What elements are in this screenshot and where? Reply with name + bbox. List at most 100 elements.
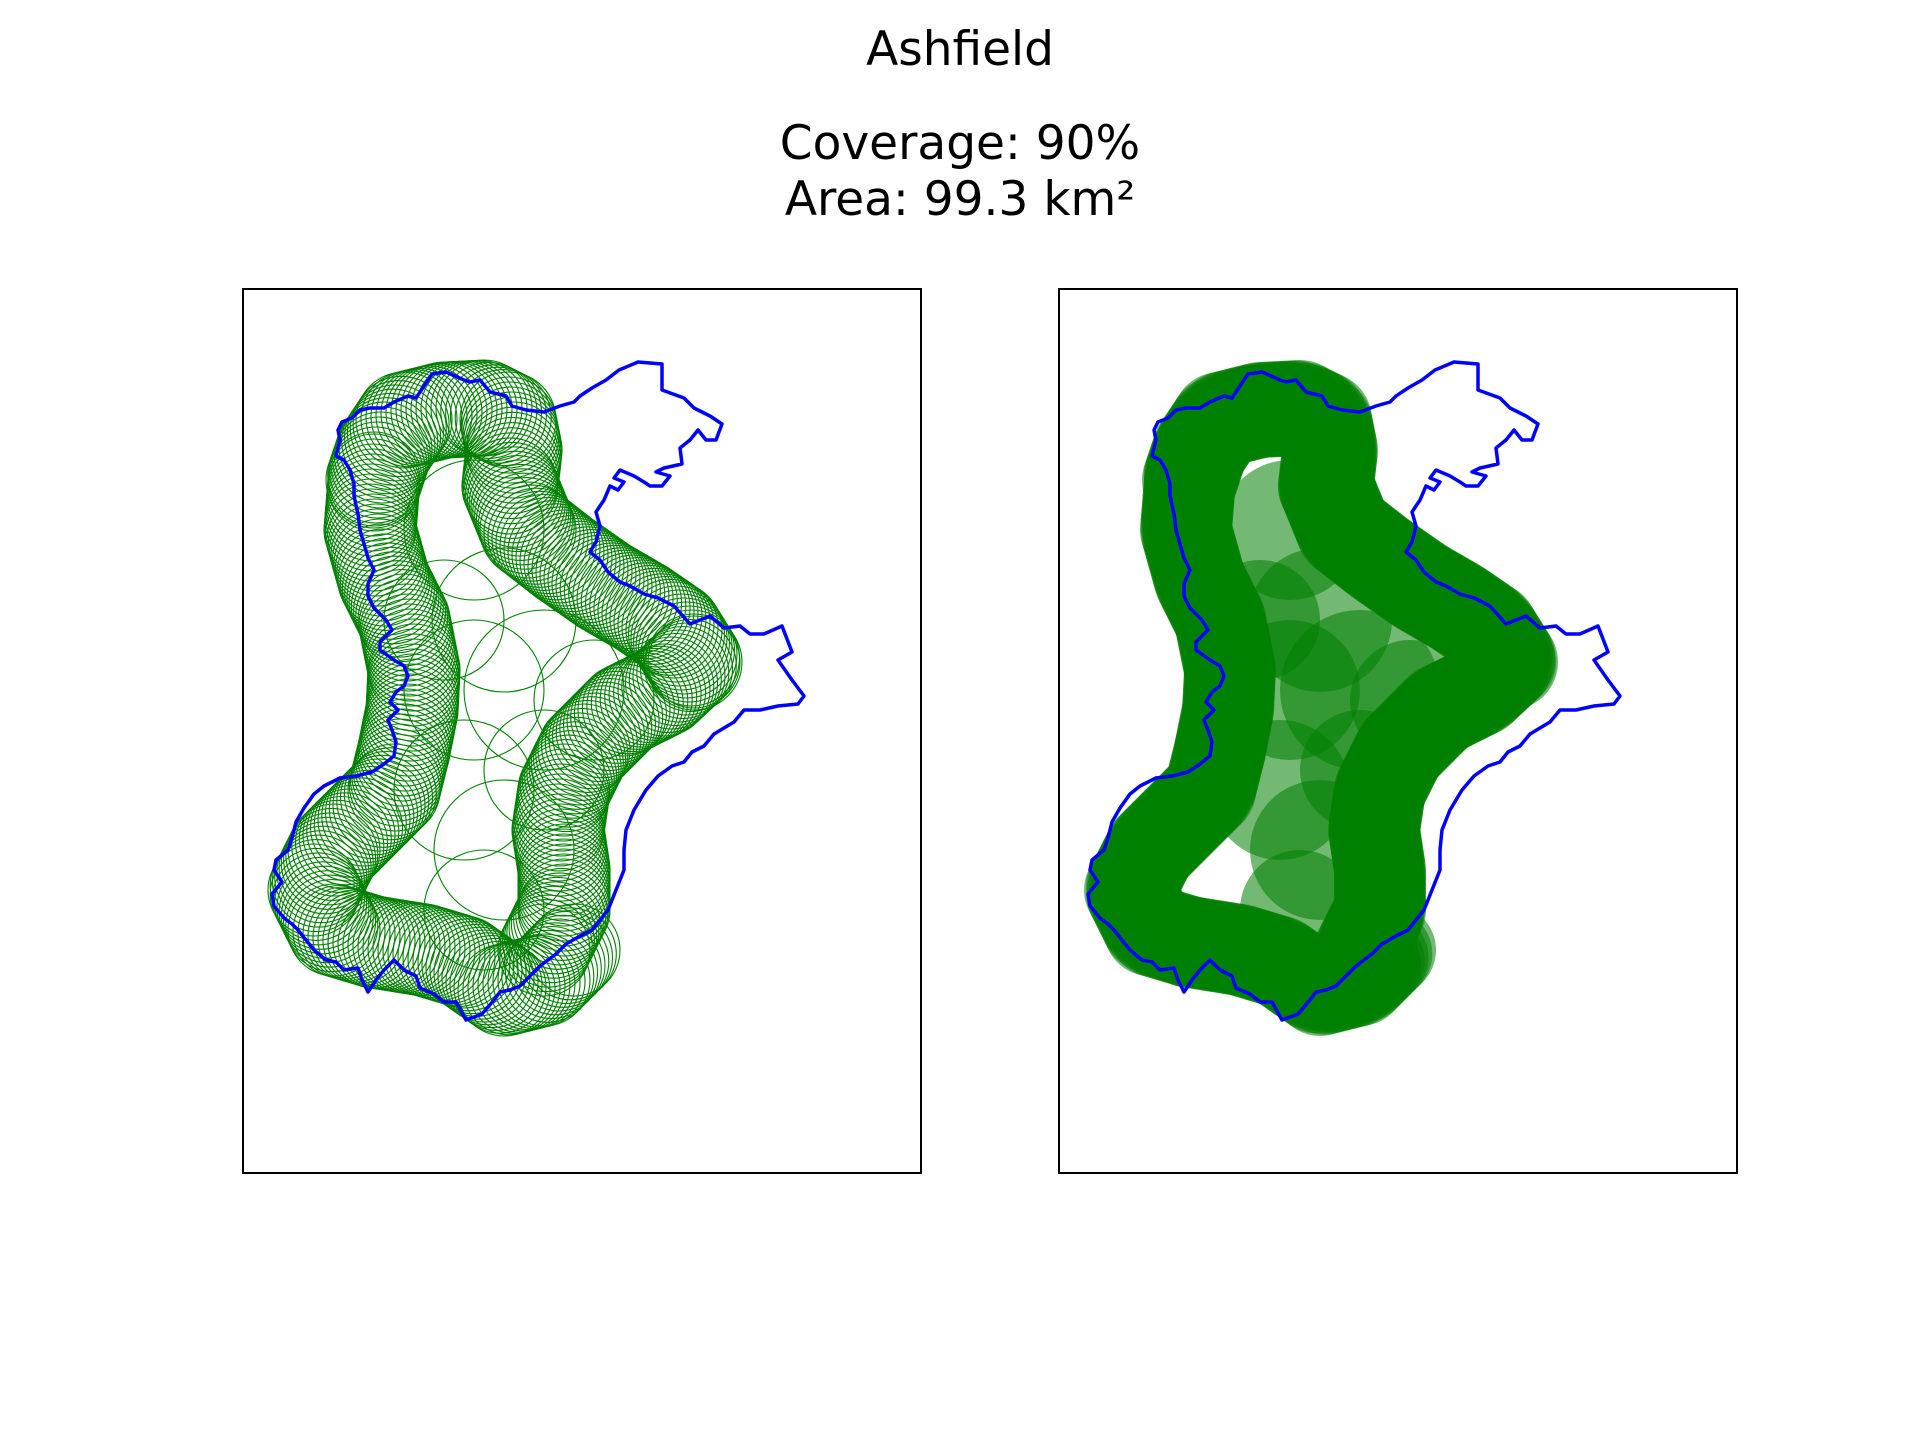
coverage-circle-outline [555, 685, 649, 779]
coverage-circle-outline [355, 569, 449, 663]
coverage-circle-outline [423, 849, 545, 971]
coverage-circle-outline [487, 487, 585, 585]
coverage-circle-fills [1084, 360, 1558, 1036]
coverage-circle-outline [533, 639, 655, 761]
coverage-circle-outline [355, 371, 453, 469]
coverage-circle-outline [563, 542, 661, 640]
coverage-circle-outline [324, 765, 419, 860]
coverage-circle-outline [470, 459, 568, 557]
coverage-filled-map [1084, 360, 1622, 1036]
coverage-circle-outline [501, 894, 595, 988]
coverage-circle-outline [504, 890, 598, 984]
coverage-circle-outline [425, 921, 519, 1015]
coverage-circle-outline [576, 549, 674, 647]
coverage-circle-outline [353, 564, 447, 658]
coverage-circle-outline [483, 709, 605, 831]
figure-title: Ashfield [866, 22, 1054, 77]
coverage-circle-outline [407, 912, 501, 1006]
coverage-circle-outline [441, 932, 535, 1026]
coverage-circle-outline [637, 601, 736, 699]
coverage-circle-outline [336, 754, 430, 848]
coverage-circle-outline [390, 362, 488, 460]
coverage-circle-outline [477, 477, 575, 575]
coverage-circle-outline [535, 707, 629, 801]
district-boundary [270, 360, 806, 1022]
coverage-circle-outline [501, 929, 595, 1023]
coverage-circle-outline [512, 778, 606, 872]
coverage-circle-outline [269, 847, 363, 941]
coverage-circle-outline [544, 696, 638, 790]
coverage-circle-outline [533, 712, 627, 806]
coverage-circle-outlines [267, 359, 743, 1037]
coverage-circle-outline [504, 925, 599, 1020]
coverage-outline-panel [242, 288, 922, 1174]
coverage-circle-outline [624, 636, 719, 730]
coverage-circle-outline [483, 484, 581, 582]
coverage-circle-outline [302, 788, 396, 882]
coverage-circle-outline [601, 564, 699, 663]
coverage-circle-outline [508, 922, 602, 1016]
coverage-circle-outline [466, 450, 564, 548]
coverage-circle-outline [435, 359, 533, 457]
coverage-circle-outline [551, 688, 646, 783]
coverage-circle-outline [515, 867, 609, 961]
coverage-circle-outline [535, 523, 633, 621]
coverage-circle-outline [306, 784, 400, 878]
coverage-circle-outline [365, 613, 459, 707]
coverage-circle-outline [517, 863, 611, 957]
coverage-circle-outline [400, 361, 498, 459]
coverage-circle-outline [322, 893, 416, 988]
coverage-circle-outline [628, 632, 722, 727]
coverage-circle-outline [433, 779, 575, 921]
coverage-circle-outline [636, 625, 730, 720]
coverage-circle-outline [343, 747, 437, 841]
coverage-circle-outline [464, 396, 562, 494]
coverage-circle-outline [364, 608, 458, 702]
coverage-circle-outline [339, 750, 434, 845]
coverage-circle-outline [526, 725, 620, 819]
coverage-circle-outline [313, 777, 407, 871]
coverage-circle-outline [403, 459, 545, 601]
coverage-circle-outline [283, 874, 377, 968]
district-boundary [1086, 360, 1622, 1022]
coverage-circle-outline [568, 544, 666, 642]
coverage-circle-outline [463, 391, 561, 489]
coverage-circle-outline [577, 663, 671, 757]
coverage-circle-outline [511, 506, 609, 604]
coverage-circle-outline [639, 622, 734, 716]
coverage-circle-outline [508, 881, 602, 975]
coverage-circle-outline [506, 885, 600, 979]
coverage-circle-outline [462, 386, 560, 484]
coverage-circle-fill [1350, 640, 1470, 760]
coverage-circle-outline [468, 455, 566, 553]
coverage-circle-outline [645, 613, 743, 711]
coverage-circle-outline [474, 468, 572, 566]
coverage-circle-outline [479, 481, 577, 579]
coverage-circle-outline [294, 795, 389, 890]
coverage-circle-outline [393, 719, 535, 861]
coverage-circle-outline [495, 493, 593, 591]
coverage-circle-fill [1200, 560, 1320, 680]
coverage-circle-outline [566, 674, 660, 768]
area-label: Area: 99.3 km² [784, 172, 1136, 227]
coverage-circle-outline [512, 918, 606, 1012]
coverage-circle-outline [491, 490, 589, 588]
coverage-circle-outline [621, 578, 719, 676]
coverage-filled-panel [1058, 288, 1738, 1174]
figure-stats: Coverage: 90% Area: 99.3 km² [0, 116, 1920, 228]
coverage-circle-outline [515, 509, 613, 607]
coverage-circle-outline [617, 575, 715, 674]
coverage-circle-outline [499, 899, 593, 993]
coverage-circle-outline [280, 816, 374, 910]
coverage-circle-outline [463, 609, 625, 771]
coverage-circle-outline [348, 555, 442, 649]
coverage-circle-outline [349, 733, 444, 827]
coverage-circle-outline [403, 619, 545, 761]
coverage-circle-outline [581, 661, 675, 755]
coverage-circle-outline [463, 441, 561, 539]
coverage-circle-outline [497, 933, 591, 1027]
coverage-circle-outline [454, 369, 552, 467]
coverage-circle-outline [339, 537, 433, 631]
coverage-circle-outline [530, 716, 624, 810]
coverage-circle-outline [625, 581, 723, 679]
